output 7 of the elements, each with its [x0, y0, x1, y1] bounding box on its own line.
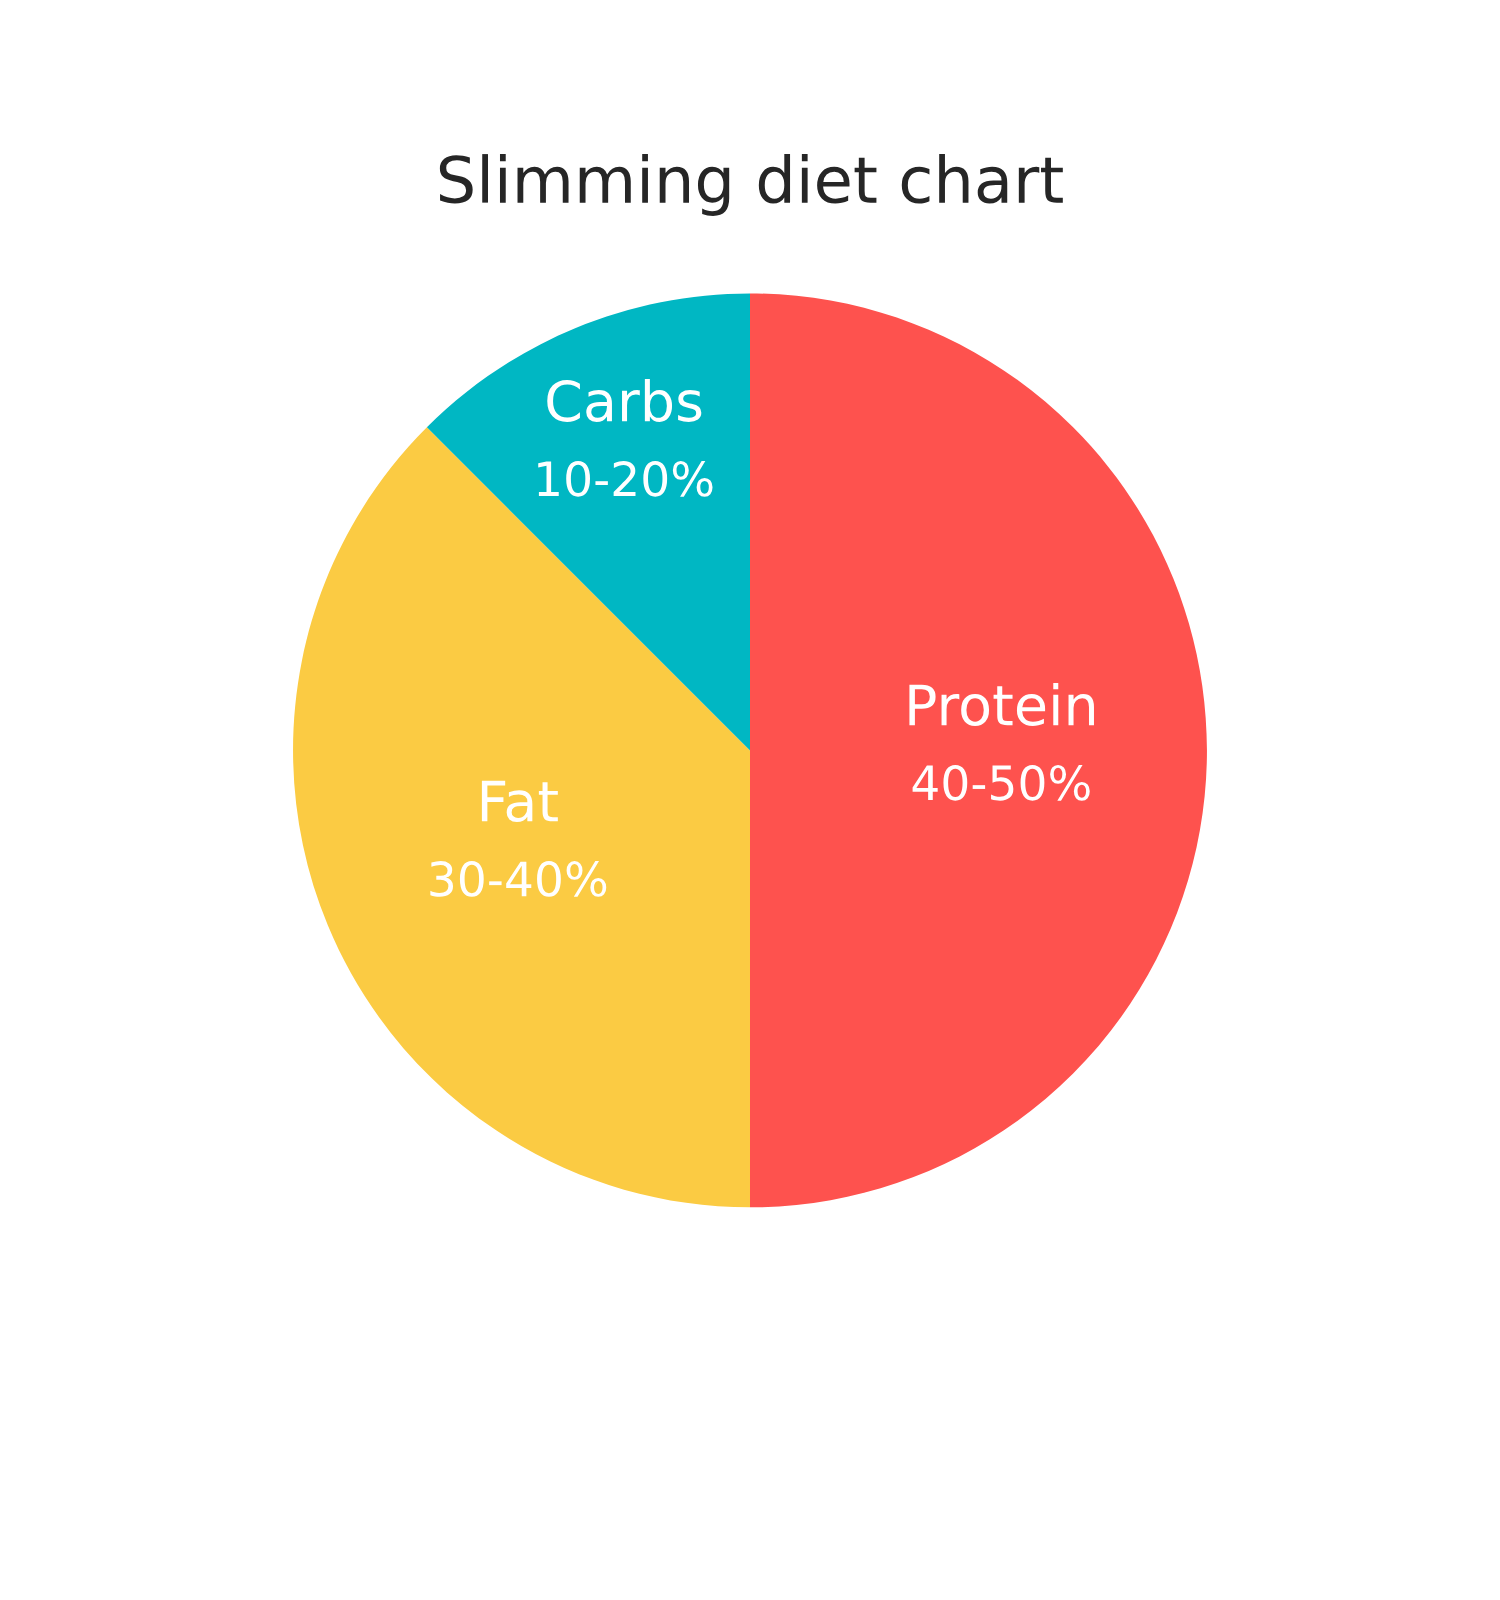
chart-title: Slimming diet chart — [439, 154, 1063, 216]
slice-label: Carbs 10-20% — [538, 378, 713, 497]
pie-slice — [293, 427, 750, 1208]
pie-slice — [750, 293, 1207, 1208]
slice-label: Fat 30-40% — [430, 780, 607, 897]
slice-label: Protein 40-50% — [909, 682, 1094, 801]
pie-slice — [426, 293, 750, 751]
